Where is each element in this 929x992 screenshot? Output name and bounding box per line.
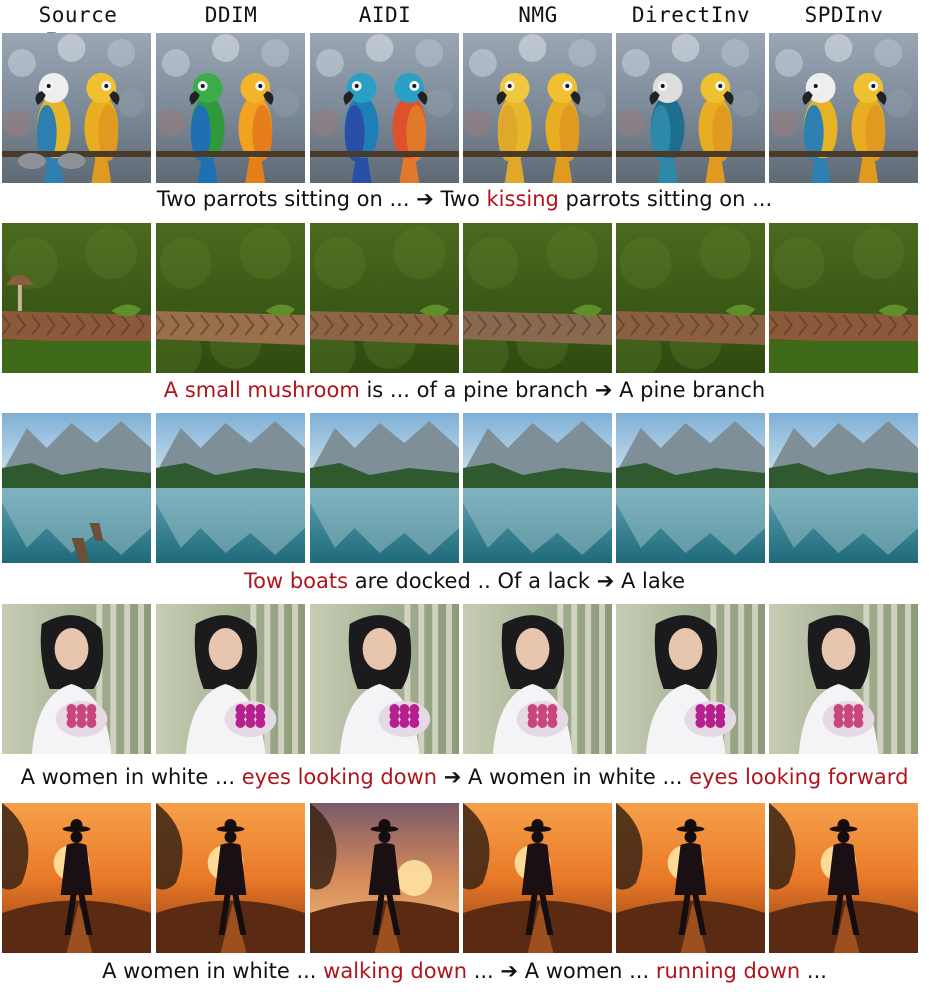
- parrot-shape: [189, 73, 225, 183]
- branch-image-aidi: [310, 223, 459, 373]
- col-header-nmg: NMG: [518, 3, 558, 27]
- arrow-icon: ➔: [443, 765, 462, 789]
- parrot-shape: [35, 73, 71, 183]
- woman-image-ddim: [156, 604, 305, 754]
- caption-text: parrots sitting on ...: [558, 187, 773, 211]
- arrow-icon: ➔: [596, 569, 615, 593]
- caption-text: A women in white ...: [461, 765, 690, 789]
- parrot-shape: [851, 73, 887, 183]
- branch-image-spdinv: [769, 223, 918, 373]
- branch-image-ddim: [156, 223, 305, 373]
- caption-row-4: A women in white ... eyes looking down ➔…: [0, 762, 929, 792]
- caption-highlight: kissing: [486, 187, 559, 211]
- caption-highlight: running down: [655, 959, 801, 983]
- caption-highlight: eyes looking down: [241, 765, 438, 789]
- caption-text: A lake: [614, 569, 686, 593]
- caption-row-5: A women in white ... walking down ... ➔ …: [0, 956, 929, 986]
- branch-image-source-image: [2, 223, 151, 373]
- sunset-image-source-image: [2, 803, 151, 953]
- parrot-shape: [392, 73, 428, 183]
- sunset-image-spdinv: [769, 803, 918, 953]
- caption-row-3: Tow boats are docked .. Of a lack ➔ A la…: [0, 566, 929, 596]
- woman-image-aidi: [310, 604, 459, 754]
- sunset-image-aidi: [310, 803, 459, 953]
- caption-row-2: A small mushroom is ... of a pine branch…: [0, 375, 929, 405]
- lake-image-directinv: [616, 413, 765, 563]
- woman-image-spdinv: [769, 604, 918, 754]
- parrots-image-source-image: [2, 33, 151, 183]
- parrot-shape: [545, 73, 581, 183]
- arrow-icon: ➔: [594, 378, 613, 402]
- woman-image-nmg: [463, 604, 612, 754]
- caption-text: A pine branch: [612, 378, 766, 402]
- lake-image-nmg: [463, 413, 612, 563]
- caption-text: are docked .. Of a lack: [348, 569, 597, 593]
- col-header-aidi: AIDI: [358, 3, 412, 27]
- parrot-shape: [343, 73, 379, 183]
- arrow-icon: ➔: [416, 187, 434, 211]
- branch-image-directinv: [616, 223, 765, 373]
- arrow-icon: ➔: [500, 959, 519, 983]
- parrots-image-aidi: [310, 33, 459, 183]
- woman-image-source-image: [2, 604, 151, 754]
- parrot-shape: [238, 73, 274, 183]
- parrot-shape: [698, 73, 734, 183]
- col-header-source: Source Image: [38, 3, 118, 53]
- col-header-directinv: DirectInv: [631, 3, 751, 27]
- parrot-shape: [84, 73, 120, 183]
- lake-image-spdinv: [769, 413, 918, 563]
- caption-text: ...: [800, 959, 827, 983]
- woman-image-directinv: [616, 604, 765, 754]
- parrot-shape: [496, 73, 532, 183]
- lake-image-aidi: [310, 413, 459, 563]
- caption-highlight: walking down: [323, 959, 468, 983]
- parrots-image-directinv: [616, 33, 765, 183]
- parrot-shape: [802, 73, 838, 183]
- caption-text: ...: [467, 959, 501, 983]
- sunset-image-directinv: [616, 803, 765, 953]
- caption-highlight: Tow boats: [243, 569, 349, 593]
- col-header-ddim: DDIM: [204, 3, 258, 27]
- caption-text: A women in white ...: [20, 765, 242, 789]
- col-header-spdinv: SPDInv: [804, 3, 884, 27]
- parrot-shape: [649, 73, 685, 183]
- caption-highlight: eyes looking forward: [689, 765, 909, 789]
- caption-text: A women in white ...: [102, 959, 324, 983]
- caption-text: Two parrots sitting on ...: [156, 187, 417, 211]
- parrots-image-nmg: [463, 33, 612, 183]
- caption-highlight: A small mushroom: [163, 378, 360, 402]
- branch-image-nmg: [463, 223, 612, 373]
- caption-text: Two: [433, 187, 487, 211]
- parrots-image-spdinv: [769, 33, 918, 183]
- lake-image-source-image: [2, 413, 151, 563]
- sunset-image-nmg: [463, 803, 612, 953]
- caption-text: [437, 765, 444, 789]
- caption-text: is ... of a pine branch: [359, 378, 595, 402]
- caption-row-1: Two parrots sitting on ... ➔ Two kissing…: [0, 184, 929, 214]
- lake-image-ddim: [156, 413, 305, 563]
- parrots-image-ddim: [156, 33, 305, 183]
- sunset-image-ddim: [156, 803, 305, 953]
- caption-text: A women ...: [518, 959, 656, 983]
